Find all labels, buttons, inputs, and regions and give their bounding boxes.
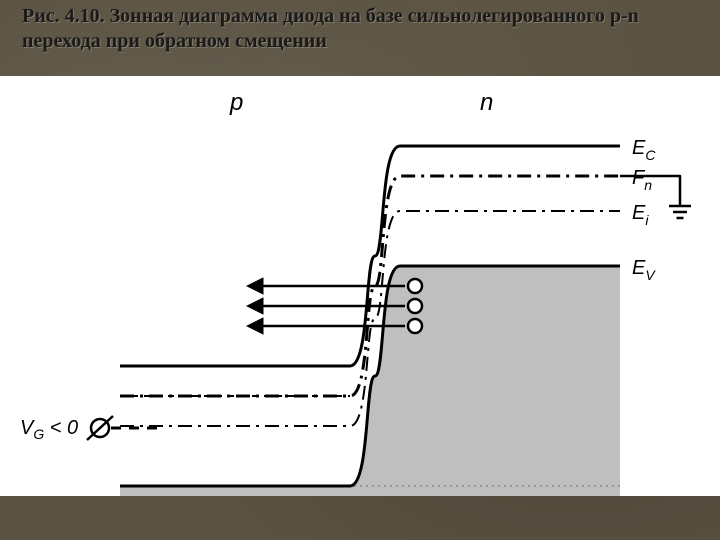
svg-text:EV: EV — [632, 257, 656, 283]
svg-text:EC: EC — [632, 137, 656, 163]
svg-text:Fn: Fn — [632, 167, 652, 193]
figure-caption: Рис. 4.10. Зонная диаграмма диода на баз… — [22, 4, 698, 54]
svg-text:n: n — [480, 89, 493, 116]
band-diagram-svg: p n EC Fn Ei EV VG < 0 — [0, 76, 720, 496]
band-diagram: p n EC Fn Ei EV VG < 0 — [0, 76, 720, 496]
svg-text:Ei: Ei — [632, 202, 649, 228]
svg-text:p: p — [229, 89, 243, 116]
svg-text:VG < 0: VG < 0 — [20, 417, 78, 442]
